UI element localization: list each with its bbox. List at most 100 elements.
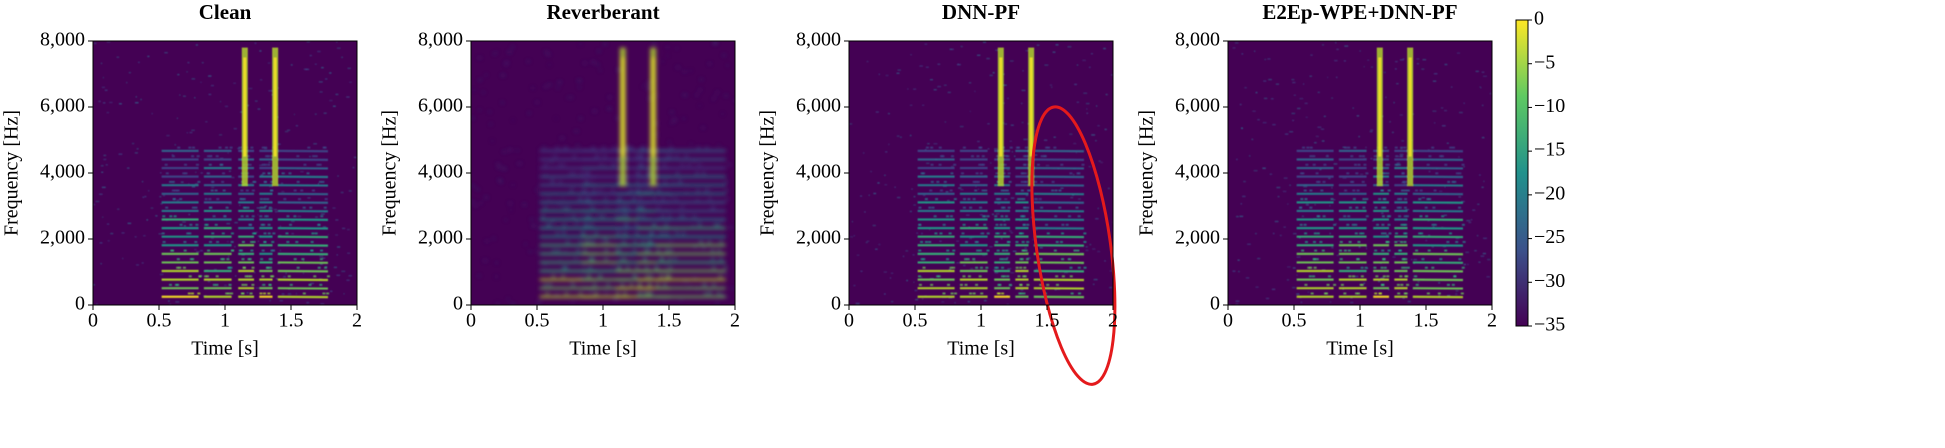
speckle bbox=[1053, 146, 1057, 149]
speckle bbox=[1017, 275, 1021, 278]
speckle bbox=[954, 292, 958, 295]
speckle bbox=[883, 293, 886, 295]
speckle bbox=[1449, 146, 1453, 149]
speckle bbox=[1431, 266, 1435, 269]
speckle bbox=[1374, 249, 1378, 252]
speckle bbox=[675, 155, 679, 158]
speckle bbox=[485, 74, 487, 76]
speckle bbox=[1380, 232, 1384, 235]
speckle bbox=[1289, 184, 1291, 186]
speckle bbox=[248, 163, 252, 166]
speckle bbox=[1357, 240, 1361, 243]
speckle bbox=[1316, 180, 1320, 183]
speckle bbox=[705, 146, 709, 149]
speckle bbox=[997, 283, 1001, 286]
speckle bbox=[1439, 258, 1443, 261]
speckle bbox=[251, 215, 255, 218]
speckle bbox=[250, 240, 254, 243]
speckle bbox=[572, 172, 576, 175]
speckle bbox=[199, 249, 203, 252]
speckle bbox=[321, 257, 326, 259]
speckle bbox=[263, 163, 267, 166]
speckle bbox=[552, 207, 554, 209]
speckle bbox=[1470, 219, 1473, 221]
speckle bbox=[99, 193, 103, 195]
speckle bbox=[110, 232, 114, 235]
speckle bbox=[1019, 198, 1023, 201]
speckle bbox=[1321, 249, 1325, 252]
speckle bbox=[949, 215, 953, 218]
speckle bbox=[1424, 206, 1428, 209]
speckle bbox=[535, 101, 539, 104]
speckle bbox=[930, 146, 934, 149]
speckle bbox=[1243, 180, 1246, 183]
speckle bbox=[256, 207, 261, 209]
speckle bbox=[607, 107, 612, 110]
speckle bbox=[1304, 240, 1308, 243]
speckle bbox=[473, 89, 476, 91]
speckle bbox=[1453, 275, 1457, 278]
speckle bbox=[546, 197, 551, 200]
speckle bbox=[1397, 198, 1401, 201]
speckle bbox=[1003, 163, 1007, 166]
speckle bbox=[643, 292, 647, 295]
speckle bbox=[604, 249, 608, 252]
speckle bbox=[214, 189, 218, 192]
speckle bbox=[336, 254, 338, 256]
speckle bbox=[1022, 292, 1026, 295]
speckle bbox=[652, 42, 656, 44]
speckle bbox=[584, 240, 588, 243]
speckle bbox=[986, 57, 990, 60]
speckle bbox=[253, 232, 257, 235]
speckle bbox=[584, 172, 588, 175]
speckle bbox=[1097, 124, 1100, 127]
speckle bbox=[188, 275, 192, 278]
speckle bbox=[178, 266, 182, 269]
speckle bbox=[987, 123, 990, 125]
speckle bbox=[1395, 155, 1399, 158]
speckle bbox=[1331, 246, 1334, 249]
speckle bbox=[577, 277, 580, 280]
speckle bbox=[1403, 206, 1407, 209]
speckle bbox=[933, 215, 937, 218]
speckle bbox=[1403, 266, 1407, 269]
speckle bbox=[1405, 215, 1409, 218]
speckle bbox=[309, 54, 312, 57]
speckle bbox=[1054, 289, 1057, 291]
speckle bbox=[890, 272, 894, 275]
speckle bbox=[935, 198, 939, 201]
speckle bbox=[516, 149, 519, 152]
speckle bbox=[996, 232, 1000, 235]
speckle bbox=[562, 163, 566, 166]
speckle bbox=[1303, 185, 1308, 188]
speckle bbox=[913, 195, 916, 198]
spectrogram-content bbox=[471, 41, 735, 305]
speckle bbox=[1085, 246, 1088, 248]
speckle bbox=[972, 198, 976, 201]
speckle bbox=[656, 249, 660, 252]
speckle bbox=[1055, 275, 1059, 278]
speckle bbox=[263, 232, 267, 235]
speckle bbox=[1073, 142, 1077, 145]
speckle bbox=[855, 302, 860, 305]
speckle bbox=[186, 131, 189, 134]
speckle bbox=[1091, 134, 1096, 136]
speckle bbox=[271, 240, 275, 243]
speckle bbox=[493, 53, 496, 55]
speckle bbox=[224, 105, 229, 108]
speckle bbox=[1022, 223, 1026, 226]
speckle bbox=[679, 215, 683, 218]
speckle bbox=[241, 292, 245, 295]
speckle bbox=[1319, 168, 1322, 171]
speckle bbox=[1438, 282, 1441, 284]
speckle bbox=[559, 259, 562, 261]
speckle bbox=[979, 266, 983, 269]
speckle bbox=[1351, 275, 1355, 278]
speckle bbox=[1404, 189, 1408, 192]
speckle bbox=[196, 155, 200, 158]
y-axis-label: Frequency [Hz] bbox=[1, 110, 23, 236]
x-tick-label: 0.5 bbox=[903, 310, 928, 332]
speckle bbox=[952, 249, 956, 252]
speckle bbox=[166, 134, 170, 137]
speckle bbox=[1010, 197, 1015, 199]
